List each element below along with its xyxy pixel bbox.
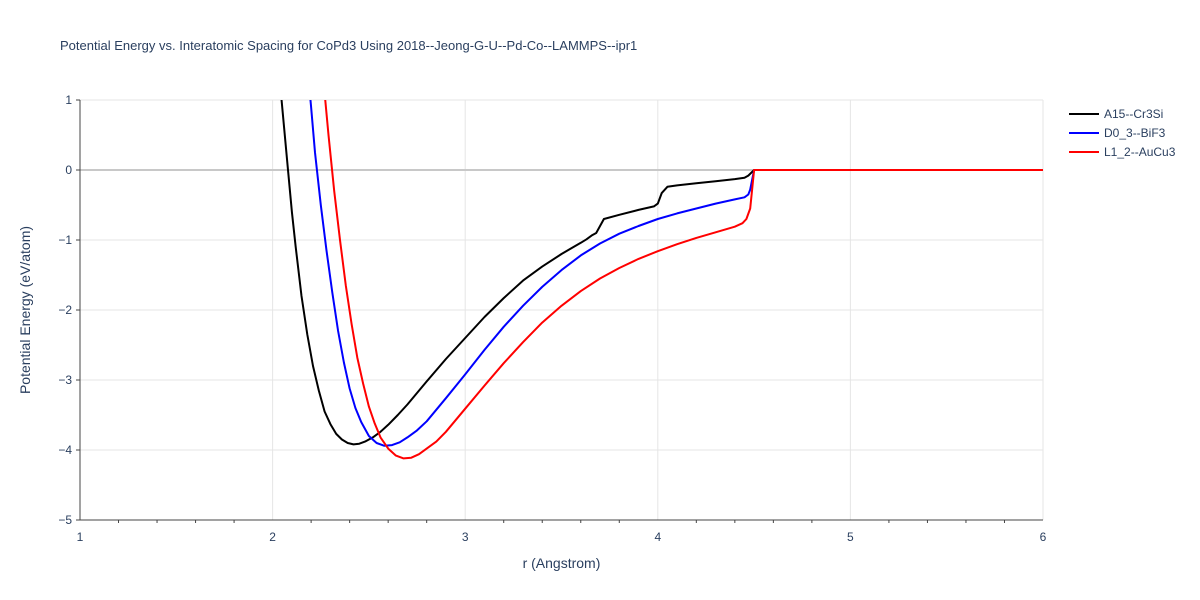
chart-title: Potential Energy vs. Interatomic Spacing… (60, 38, 637, 53)
legend[interactable]: A15--Cr3Si D0_3--BiF3 L1_2--AuCu3 (1069, 107, 1176, 159)
legend-label: D0_3--BiF3 (1104, 126, 1166, 140)
x-tick-label: 1 (77, 530, 84, 544)
x-tick-label: 2 (269, 530, 276, 544)
series-line-1 (280, 100, 1043, 446)
y-tick-label: −3 (58, 373, 72, 387)
y-axis-title: Potential Energy (eV/atom) (17, 226, 33, 394)
tick-labels: 1 2 3 4 5 6 1 0 −1 −2 −3 −4 −5 (58, 93, 1046, 544)
x-axis-title: r (Angstrom) (523, 555, 601, 571)
grid (76, 99, 1044, 523)
y-tick-label: 0 (65, 163, 72, 177)
x-tick-label: 4 (654, 530, 661, 544)
y-tick-label: −5 (58, 513, 72, 527)
x-tick-label: 5 (847, 530, 854, 544)
y-tick-label: 1 (65, 93, 72, 107)
y-tick-label: −1 (58, 233, 72, 247)
legend-label: L1_2--AuCu3 (1104, 145, 1176, 159)
x-tick-label: 3 (462, 530, 469, 544)
x-tick-label: 6 (1040, 530, 1047, 544)
series-lines (280, 100, 1043, 460)
legend-item[interactable]: D0_3--BiF3 (1069, 126, 1166, 140)
series-line-3 (324, 100, 1043, 460)
y-tick-label: −2 (58, 303, 72, 317)
y-tick-label: −4 (58, 443, 72, 457)
series-line-2 (309, 100, 1043, 447)
legend-item[interactable]: L1_2--AuCu3 (1069, 145, 1176, 159)
legend-label: A15--Cr3Si (1104, 107, 1163, 121)
legend-item[interactable]: A15--Cr3Si (1069, 107, 1163, 121)
